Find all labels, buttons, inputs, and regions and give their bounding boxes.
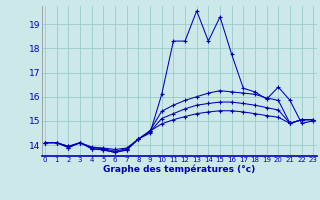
X-axis label: Graphe des températures (°c): Graphe des températures (°c) [103, 165, 255, 174]
